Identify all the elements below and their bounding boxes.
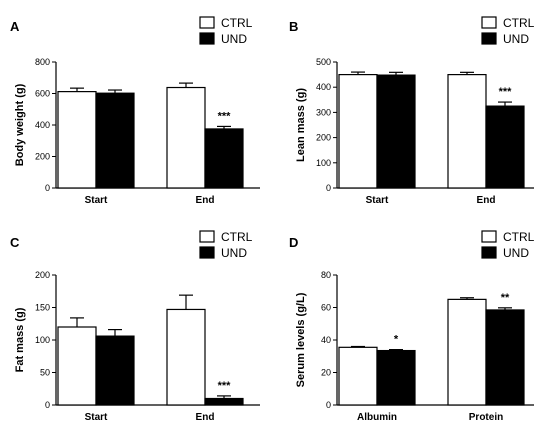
panel-b-legend-swatch-und xyxy=(481,32,497,45)
panel-b-legend-label-ctrl: CTRL xyxy=(503,16,535,30)
panel-d-legend-swatch-und xyxy=(481,246,497,259)
panel-c-legend-swatch-ctrl xyxy=(199,230,215,243)
panel-b-significance-end: *** xyxy=(499,86,513,98)
panel-a-bar-und-end xyxy=(204,128,244,189)
panel-b-category-label-start: Start xyxy=(366,195,389,206)
panel-d-category-label-protein: Protein xyxy=(469,412,503,423)
panel-d-significance-albumin: * xyxy=(394,334,399,346)
panel-c-significance-end: *** xyxy=(218,380,232,392)
panel-c-bar-und-start xyxy=(95,335,135,406)
panel-b-y-tick-label: 100 xyxy=(316,158,331,168)
panel-c-legend-swatch-und xyxy=(199,246,215,259)
panel-d-bar-und-albumin xyxy=(376,349,416,406)
panel-b-y-tick-label: 0 xyxy=(326,183,331,193)
panel-a-bar-ctrl-start xyxy=(57,91,97,189)
panel-a-letter: A xyxy=(10,19,20,34)
panel-a-y-tick-label: 800 xyxy=(35,57,50,67)
panel-b-bar-ctrl-start xyxy=(338,73,378,189)
panel-d-bar-und-protein xyxy=(485,309,525,406)
panel-c-legend-label-ctrl: CTRL xyxy=(221,230,253,244)
panel-c-bar-und-end xyxy=(204,397,244,406)
panel-c-y-tick-label: 200 xyxy=(35,270,50,280)
panel-c-legend-label-und: UND xyxy=(221,246,247,260)
panel-b-y-tick-label: 500 xyxy=(316,57,331,67)
panel-a-y-tick-label: 0 xyxy=(45,183,50,193)
panel-a-y-tick-label: 400 xyxy=(35,120,50,130)
panel-b-category-label-end: End xyxy=(477,195,496,206)
panel-a-significance-end: *** xyxy=(218,110,232,122)
panel-b-y-tick-label: 200 xyxy=(316,133,331,143)
panel-d-legend-swatch-ctrl xyxy=(481,230,497,243)
panel-a-legend-swatch-und xyxy=(199,32,215,45)
panel-d-significance-protein: ** xyxy=(501,292,510,304)
panel-c-y-tick-label: 50 xyxy=(40,368,50,378)
panel-b-legend-label-und: UND xyxy=(503,32,529,46)
panel-a-legend-swatch-ctrl xyxy=(199,16,215,29)
panel-d-y-tick-label: 80 xyxy=(321,270,331,280)
panel-b-y-axis-label: Lean mass (g) xyxy=(295,88,307,162)
panel-d-legend-label-und: UND xyxy=(503,246,529,260)
panel-d-y-axis-label: Serum levels (g/L) xyxy=(295,292,307,387)
panel-c-category-label-start: Start xyxy=(85,412,108,423)
panel-b-bar-und-start xyxy=(376,74,416,189)
panel-b-letter: B xyxy=(289,19,298,34)
panel-c-bar-ctrl-start xyxy=(57,326,97,406)
panel-d-y-tick-label: 60 xyxy=(321,303,331,313)
panel-a-bar-ctrl-end xyxy=(166,86,206,189)
panel-a-y-axis-label: Body weight (g) xyxy=(14,83,26,166)
panel-a-bar-und-start xyxy=(95,92,135,189)
panel-c-letter: C xyxy=(10,235,20,250)
panel-a-legend-label-ctrl: CTRL xyxy=(221,16,253,30)
panel-d-bar-ctrl-albumin xyxy=(338,346,378,406)
panel-b-y-tick-label: 300 xyxy=(316,107,331,117)
panel-b-y-tick-label: 400 xyxy=(316,82,331,92)
panel-a-category-label-end: End xyxy=(196,195,215,206)
panel-c-y-axis-label: Fat mass (g) xyxy=(14,307,26,372)
panel-d-bar-ctrl-protein xyxy=(447,298,487,406)
panel-d-y-tick-label: 40 xyxy=(321,335,331,345)
panel-b-legend-swatch-ctrl xyxy=(481,16,497,29)
panel-c-y-tick-label: 100 xyxy=(35,335,50,345)
panel-a-y-tick-label: 600 xyxy=(35,89,50,99)
panel-d-legend-label-ctrl: CTRL xyxy=(503,230,535,244)
panel-b-bar-ctrl-end xyxy=(447,73,487,189)
panel-c-y-tick-label: 150 xyxy=(35,303,50,313)
panel-d-y-tick-label: 20 xyxy=(321,368,331,378)
panel-d-letter: D xyxy=(289,235,298,250)
panel-a-y-tick-label: 200 xyxy=(35,152,50,162)
panel-a-legend-label-und: UND xyxy=(221,32,247,46)
panel-d-y-tick-label: 0 xyxy=(326,400,331,410)
panel-c-category-label-end: End xyxy=(196,412,215,423)
panel-c-y-tick-label: 0 xyxy=(45,400,50,410)
panel-c-bar-ctrl-end xyxy=(166,308,206,406)
panel-d-category-label-albumin: Albumin xyxy=(357,412,397,423)
panel-a-category-label-start: Start xyxy=(85,195,108,206)
panel-b-bar-und-end xyxy=(485,105,525,189)
